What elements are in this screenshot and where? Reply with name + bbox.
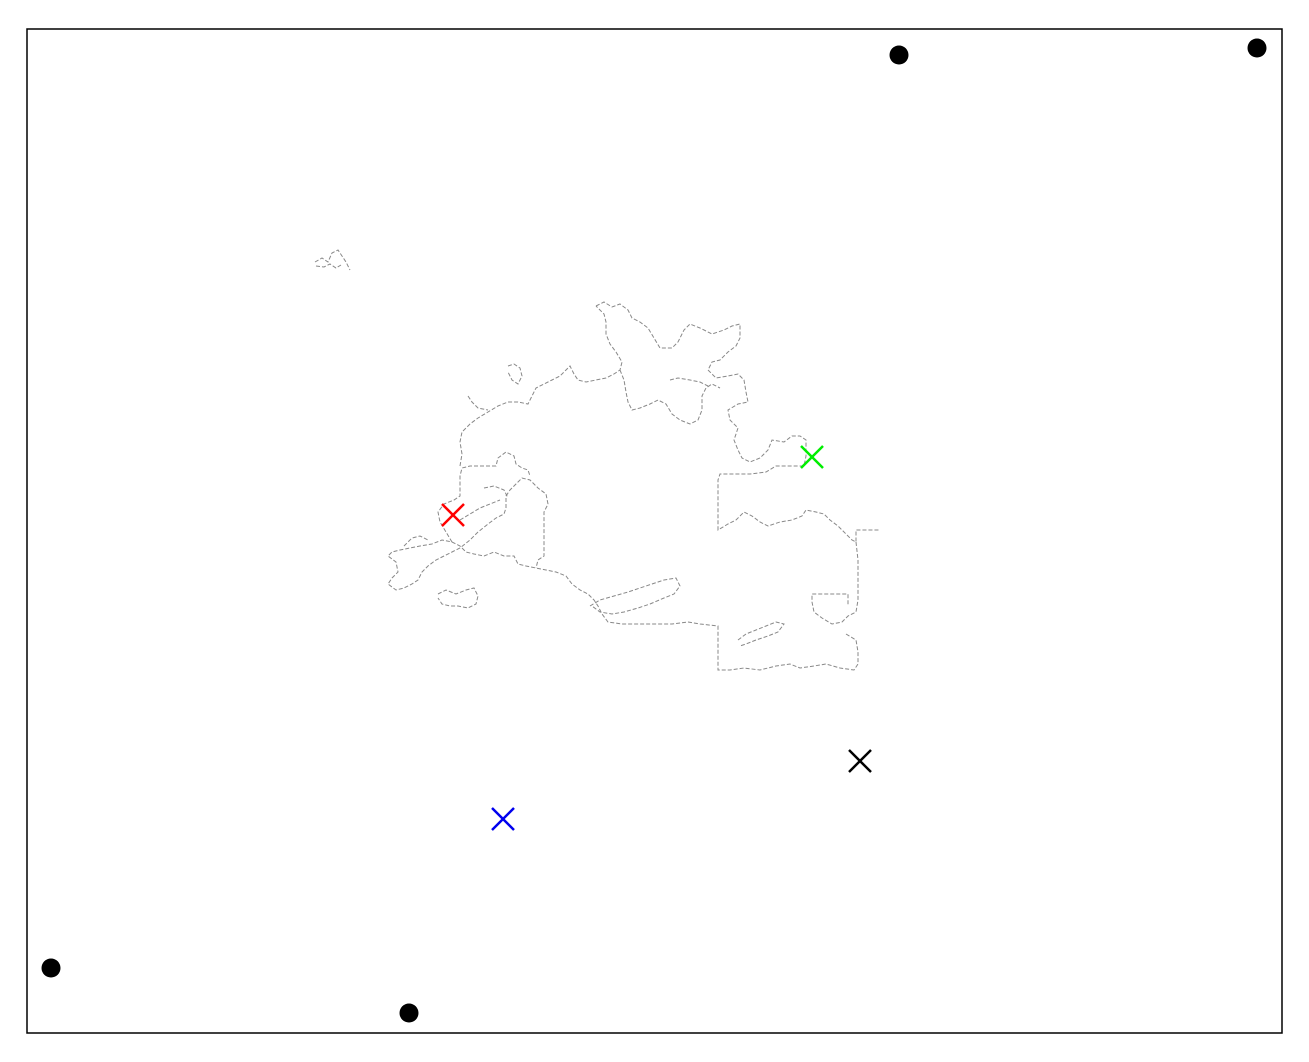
corner-marker xyxy=(889,45,909,65)
boundary-fragment-small xyxy=(314,249,351,271)
map-frame xyxy=(26,28,1283,1034)
boundary-interior-lines xyxy=(403,485,509,547)
corner-marker xyxy=(41,958,61,978)
green-cross-marker xyxy=(800,445,824,469)
cross-markers xyxy=(441,445,872,831)
red-cross-marker xyxy=(441,503,465,527)
corner-markers xyxy=(41,38,1267,1023)
corner-marker xyxy=(1247,38,1267,58)
blue-cross-marker xyxy=(491,807,515,831)
city-boundary xyxy=(387,301,880,671)
black-cross-marker xyxy=(848,749,872,773)
corner-marker xyxy=(399,1003,419,1023)
